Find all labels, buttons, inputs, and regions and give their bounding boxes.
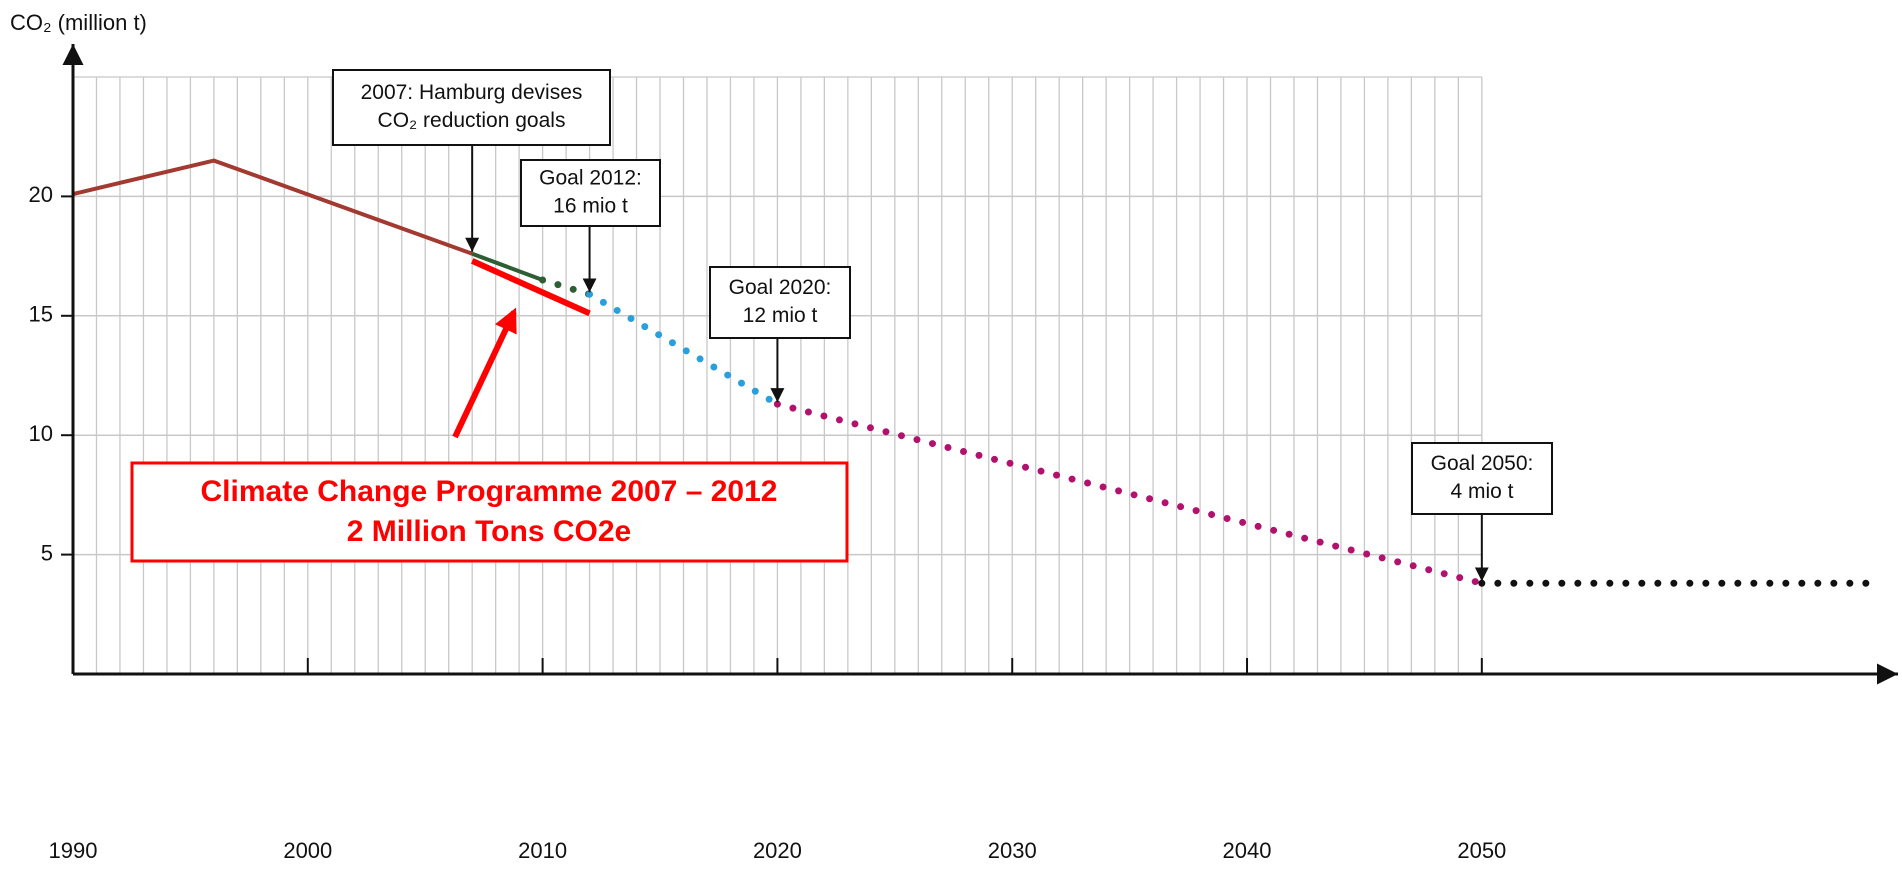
- callout: Climate Change Programme 2007 – 2012 2 M…: [130, 307, 849, 563]
- annotation-text: CO₂ reduction goals: [378, 109, 566, 132]
- annotation-text: 16 mio t: [553, 195, 628, 218]
- annotation-text: Goal 2020:: [729, 276, 832, 299]
- marks: [72, 158, 1885, 587]
- series-line: [773, 400, 1486, 587]
- y-tick-label: 5: [41, 540, 53, 565]
- annotation-text: Goal 2012:: [539, 167, 642, 190]
- annotation-box: [520, 159, 661, 227]
- callout-arrow: [452, 307, 517, 439]
- x-tick-label: 2040: [1223, 838, 1272, 863]
- annotation-box: [1411, 442, 1553, 515]
- series-line: [470, 258, 591, 317]
- x-tick-label: 2020: [753, 838, 802, 863]
- callout-box: [130, 461, 849, 563]
- annotation-box: [332, 69, 611, 146]
- y-tick-label: 15: [29, 302, 53, 327]
- annotation-text: 4 mio t: [1450, 480, 1513, 503]
- series-line: [72, 158, 473, 256]
- y-tick-label: 20: [29, 182, 53, 207]
- callout-text: 2 Million Tons CO2e: [347, 515, 631, 548]
- annotations: 2007: Hamburg devises CO₂ reduction goals…: [332, 69, 1553, 582]
- x-tick-label: 2030: [988, 838, 1037, 863]
- x-tick-label: 1990: [49, 838, 98, 863]
- x-tick-label: 2050: [1457, 838, 1506, 863]
- annotation-box: [709, 266, 851, 339]
- grid: [72, 76, 1483, 674]
- x-tick-label: 2010: [518, 838, 567, 863]
- annotation-text: 12 mio t: [743, 304, 818, 327]
- x-tick-label: 2000: [283, 838, 332, 863]
- annotation-text: Goal 2050:: [1431, 452, 1534, 475]
- series-line: [471, 251, 544, 282]
- y-axis-label: CO₂ (million t): [10, 10, 147, 35]
- annotation-text: 2007: Hamburg devises: [361, 81, 583, 104]
- y-tick-label: 10: [29, 421, 53, 446]
- series-line: [586, 290, 781, 408]
- axes: 5 10 15 20 1990 2000 2010 2020 2030 2040 2050: [29, 44, 1898, 863]
- callout-text: Climate Change Programme 2007 – 2012: [201, 475, 778, 508]
